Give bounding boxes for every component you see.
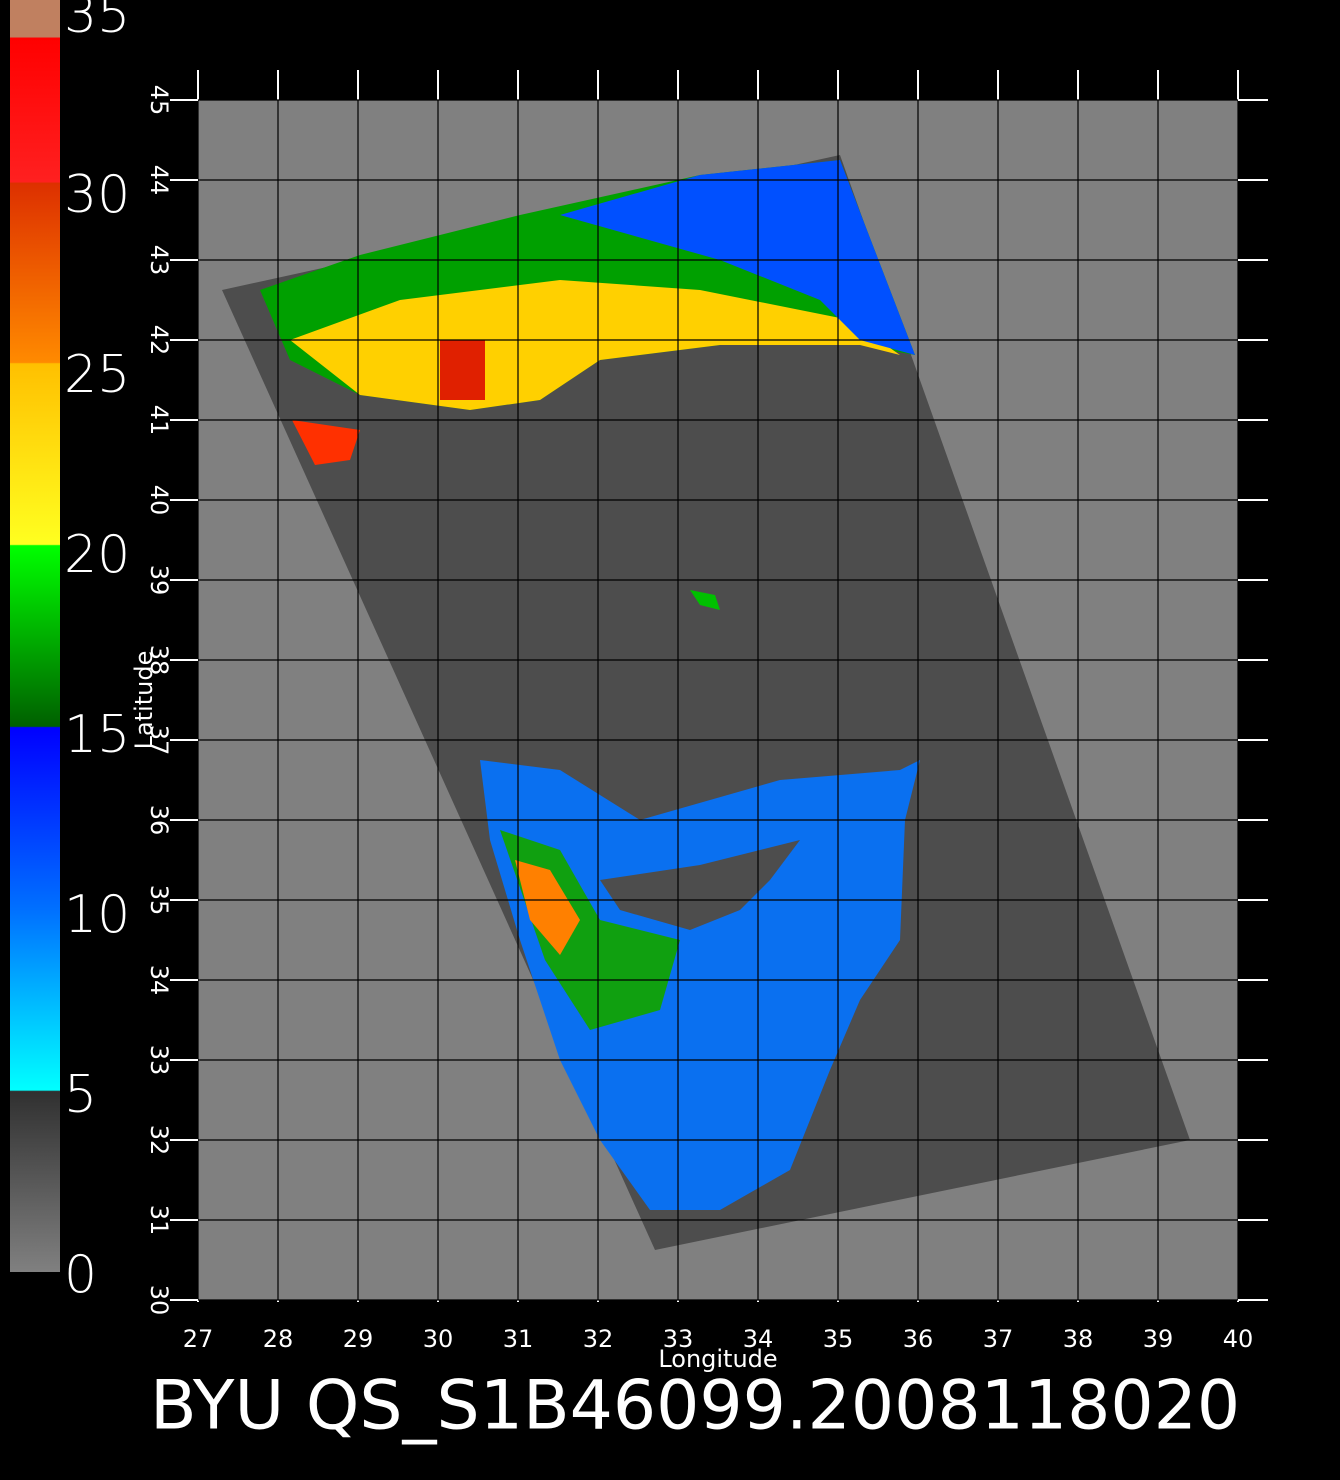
north-patch (292, 420, 360, 465)
image-title: BYU QS_S1B46099.2008118020 (150, 1367, 1240, 1446)
x-axis-label: Longitude (658, 1345, 777, 1373)
y-axis-label: Latitude (130, 651, 158, 750)
swath (222, 155, 1190, 1250)
y-tick-label: 39 (145, 565, 173, 596)
y-tick-label: 34 (145, 965, 173, 996)
x-tick-label: 39 (1143, 1325, 1174, 1353)
colorbar-tick-label: 35 (64, 0, 130, 45)
x-tick-label: 31 (503, 1325, 534, 1353)
colorbar-tick-label: 20 (64, 525, 130, 585)
y-tick-label: 35 (145, 885, 173, 916)
colorbar (10, 0, 60, 1272)
y-tick-label: 36 (145, 805, 173, 836)
y-tick-label: 43 (145, 245, 173, 276)
x-tick-label: 34 (743, 1325, 774, 1353)
x-tick-label: 37 (983, 1325, 1014, 1353)
y-tick-label: 37 (145, 725, 173, 756)
x-tick-label: 35 (823, 1325, 854, 1353)
y-tick-label: 33 (145, 1045, 173, 1076)
x-tick-label: 38 (1063, 1325, 1094, 1353)
y-tick-label: 41 (145, 405, 173, 436)
colorbar-tick-label: 15 (64, 705, 130, 765)
y-tick-label: 30 (145, 1285, 173, 1316)
x-tick-label: 33 (663, 1325, 694, 1353)
colorbar-tick-label: 30 (64, 165, 130, 225)
north-wind-peak (440, 340, 485, 400)
colorbar-tick-label: 10 (64, 885, 130, 945)
y-tick-label: 42 (145, 325, 173, 356)
y-tick-label: 45 (145, 85, 173, 116)
y-tick-label: 32 (145, 1125, 173, 1156)
y-tick-label: 38 (145, 645, 173, 676)
wind-field (260, 160, 920, 1210)
north-wind-low (560, 160, 915, 355)
south-wind-region (480, 760, 920, 1210)
colorbar-tick-label: 25 (64, 345, 130, 405)
x-tick-label: 32 (583, 1325, 614, 1353)
y-tick-label: 44 (145, 165, 173, 196)
x-tick-label: 29 (343, 1325, 374, 1353)
x-tick-label: 30 (423, 1325, 454, 1353)
colorbar-tick-label: 5 (64, 1065, 97, 1125)
colorbar-tick-label: 0 (64, 1245, 97, 1305)
x-tick-label: 36 (903, 1325, 934, 1353)
land-gap (600, 840, 800, 930)
small-patch (690, 590, 720, 610)
y-tick-label: 40 (145, 485, 173, 516)
axes: 27 28 29 30 31 32 33 34 35 36 37 38 39 40 30 31 32 33 34 35… (64, 0, 1268, 1353)
x-tick-label: 40 (1223, 1325, 1254, 1353)
south-wind-high (515, 860, 580, 955)
x-tick-label: 27 (183, 1325, 214, 1353)
x-tick-label: 28 (263, 1325, 294, 1353)
y-tick-label: 31 (145, 1205, 173, 1236)
